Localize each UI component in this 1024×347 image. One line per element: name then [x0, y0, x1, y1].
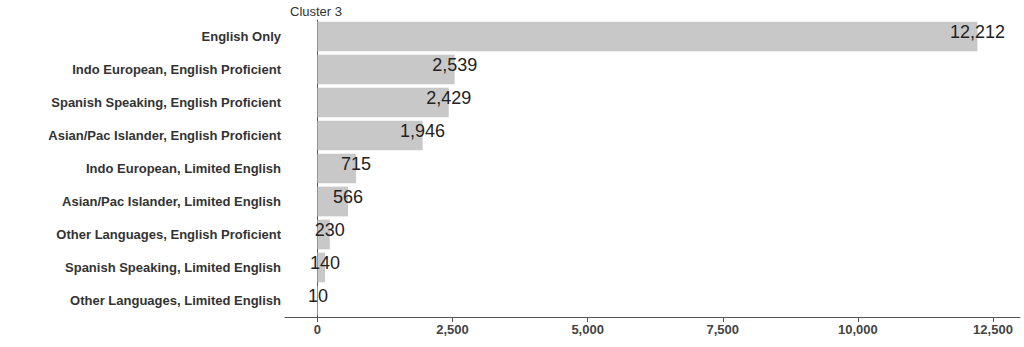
- svg-text:Other Languages, Limited Engli: Other Languages, Limited English: [70, 293, 281, 308]
- svg-text:12,500: 12,500: [973, 322, 1013, 337]
- svg-text:10,000: 10,000: [838, 322, 878, 337]
- svg-text:5,000: 5,000: [571, 322, 604, 337]
- svg-text:Spanish Speaking, English Prof: Spanish Speaking, English Proficient: [51, 95, 281, 110]
- svg-text:Spanish Speaking, Limited Engl: Spanish Speaking, Limited English: [65, 260, 281, 275]
- svg-text:Asian/Pac Islander, English Pr: Asian/Pac Islander, English Proficient: [48, 128, 281, 143]
- svg-text:1,946: 1,946: [400, 121, 445, 141]
- svg-text:2,429: 2,429: [426, 88, 471, 108]
- svg-text:2,539: 2,539: [432, 55, 477, 75]
- svg-text:12,212: 12,212: [950, 22, 1005, 42]
- svg-text:English Only: English Only: [202, 29, 282, 44]
- svg-text:7,500: 7,500: [706, 322, 739, 337]
- svg-text:566: 566: [333, 187, 363, 207]
- svg-text:Asian/Pac Islander, Limited En: Asian/Pac Islander, Limited English: [62, 194, 281, 209]
- svg-text:2,500: 2,500: [436, 322, 469, 337]
- svg-text:Indo European, English Profici: Indo European, English Proficient: [72, 62, 281, 77]
- svg-text:10: 10: [308, 286, 328, 306]
- svg-text:140: 140: [310, 253, 340, 273]
- svg-text:0: 0: [314, 322, 321, 337]
- svg-text:Other Languages, English Profi: Other Languages, English Proficient: [56, 227, 281, 242]
- svg-text:715: 715: [341, 154, 371, 174]
- svg-text:Cluster 3: Cluster 3: [290, 4, 342, 19]
- svg-text:230: 230: [315, 220, 345, 240]
- svg-text:Indo European, Limited English: Indo European, Limited English: [86, 161, 281, 176]
